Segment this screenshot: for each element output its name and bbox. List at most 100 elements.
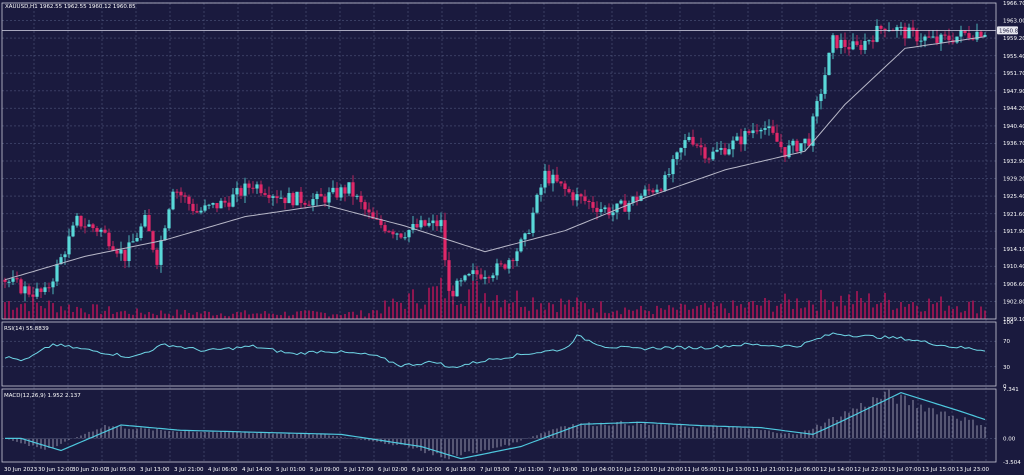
- candle-body: [111, 246, 115, 251]
- candle-body: [767, 126, 771, 129]
- candle-body: [231, 194, 235, 207]
- candle-body: [187, 196, 191, 204]
- candle-body: [171, 191, 175, 210]
- time-tick-label: 6 Jul 10:00: [412, 467, 442, 473]
- candle-body: [247, 183, 251, 188]
- candle-body: [19, 279, 23, 294]
- rsi-tick-label: 30: [1003, 365, 1010, 371]
- time-tick-label: 13 Jul 07:00: [888, 467, 921, 473]
- candle-body: [635, 196, 639, 201]
- time-tick-label: 10 Jul 12:00: [616, 467, 649, 473]
- candle-body: [427, 223, 431, 226]
- candle-body: [939, 34, 943, 43]
- candle-body: [967, 33, 971, 39]
- candle-body: [379, 218, 383, 226]
- price-tick-label: 1936.70: [1003, 141, 1024, 147]
- candle-body: [287, 193, 291, 204]
- candle-body: [651, 190, 655, 193]
- time-tick-label: 5 Jul 09:00: [310, 467, 340, 473]
- candle-body: [659, 189, 663, 191]
- candle-body: [507, 260, 511, 269]
- macd-signal-line: [5, 391, 986, 460]
- candle-body: [83, 226, 87, 228]
- rsi-tick-label: 100: [1003, 320, 1014, 326]
- rsi-tick-label: 70: [1003, 339, 1010, 345]
- candle-body: [127, 242, 131, 262]
- time-tick-label: 4 Jul 06:00: [208, 467, 238, 473]
- moving-average-line: [4, 36, 986, 281]
- candle-body: [455, 280, 459, 297]
- candle-body: [251, 187, 255, 189]
- time-tick-label: 6 Jul 02:00: [378, 467, 408, 473]
- candle-body: [643, 189, 647, 196]
- time-tick-label: 7 Jul 19:00: [548, 467, 578, 473]
- candle-body: [863, 40, 867, 50]
- candle-body: [803, 138, 807, 144]
- candle-body: [807, 138, 811, 146]
- candle-body: [47, 287, 51, 289]
- candle-body: [495, 263, 499, 276]
- candle-body: [879, 25, 883, 29]
- candle-body: [707, 158, 711, 160]
- candle-body: [583, 196, 587, 201]
- candle-body: [927, 36, 931, 38]
- candle-body: [451, 290, 455, 297]
- candle-body: [611, 212, 615, 216]
- candle-body: [391, 231, 395, 235]
- candle-body: [99, 229, 103, 232]
- candle-body: [415, 224, 419, 228]
- candle-body: [295, 191, 299, 206]
- candle-body: [423, 220, 427, 226]
- candle-body: [823, 75, 827, 94]
- candle-body: [527, 232, 531, 234]
- candle-body: [343, 187, 347, 194]
- price-tick-label: 1966.70: [1003, 1, 1024, 7]
- candle-body: [559, 181, 563, 184]
- rsi-line: [4, 332, 986, 369]
- candle-body: [555, 174, 559, 182]
- macd-tick-label: 7.341: [1003, 387, 1019, 393]
- candle-body: [519, 239, 523, 252]
- candle-body: [59, 257, 63, 265]
- price-tick-label: 1947.90: [1003, 89, 1024, 95]
- candle-body: [339, 187, 343, 198]
- candle-body: [407, 230, 411, 238]
- macd-panel[interactable]: [5, 389, 986, 460]
- candle-body: [683, 140, 687, 148]
- price-tick-label: 1921.60: [1003, 212, 1024, 218]
- candle-body: [459, 280, 463, 282]
- time-tick-label: 11 Jul 05:00: [684, 467, 717, 473]
- price-tick-label: 1906.60: [1003, 282, 1024, 288]
- candle-body: [383, 225, 387, 232]
- candle-body: [123, 249, 127, 262]
- y-axis-labels: 1966.70 1963.00 1959.20 1955.40 1951.70 1947.…: [1003, 1, 1024, 466]
- candle-body: [955, 36, 959, 43]
- candle-body: [443, 220, 447, 261]
- candle-body: [899, 26, 903, 28]
- candle-body: [43, 287, 47, 292]
- candle-body: [491, 275, 495, 279]
- rsi-panel[interactable]: [4, 332, 986, 369]
- candle-body: [871, 40, 875, 42]
- candle-body: [687, 136, 691, 141]
- candle-body: [331, 187, 335, 193]
- candle-body: [75, 215, 79, 226]
- candle-body: [835, 35, 839, 49]
- candle-body: [167, 209, 171, 229]
- time-tick-label: 13 Jul 15:00: [922, 467, 955, 473]
- candle-body: [975, 31, 979, 40]
- time-tick-label: 3 Jul 05:00: [106, 467, 136, 473]
- candle-body: [259, 184, 263, 194]
- candle-body: [375, 218, 379, 220]
- candle-body: [567, 189, 571, 193]
- time-tick-label: 7 Jul 11:00: [514, 467, 544, 473]
- candle-body: [883, 28, 887, 31]
- time-tick-label: 3 Jul 13:00: [140, 467, 170, 473]
- candle-body: [87, 224, 91, 227]
- candle-body: [523, 233, 527, 240]
- candle-body: [663, 175, 667, 191]
- candle-body: [219, 200, 223, 209]
- candle-body: [55, 264, 59, 282]
